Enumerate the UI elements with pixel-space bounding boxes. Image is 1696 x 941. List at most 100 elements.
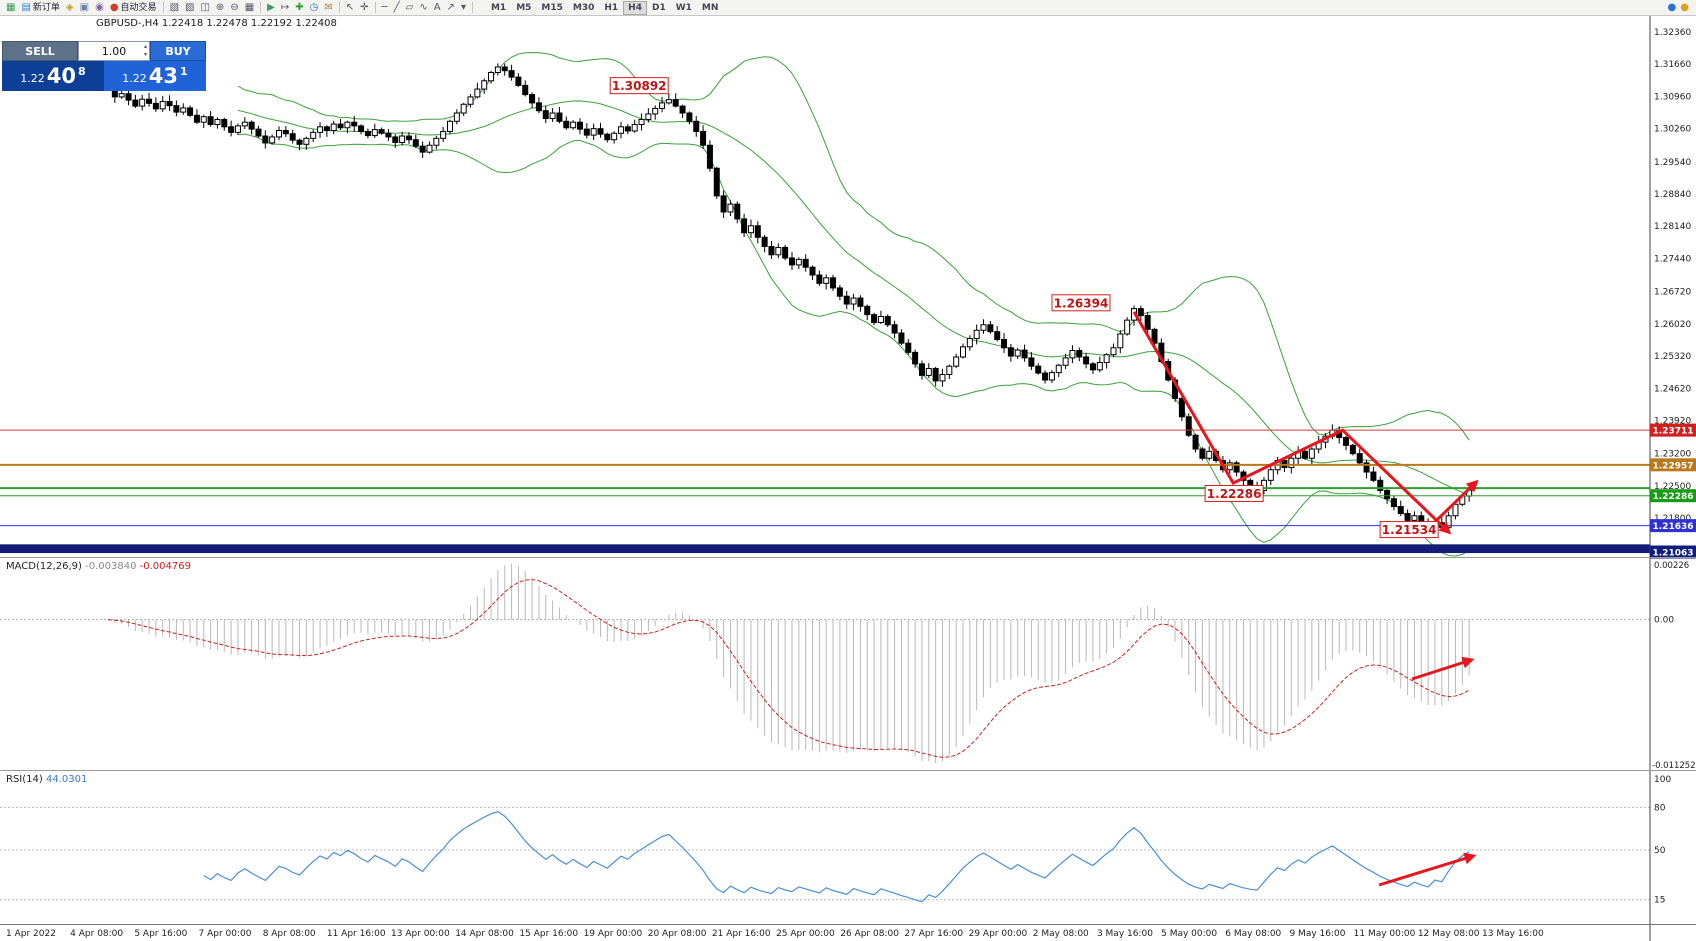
horizontal-line-icon[interactable]: ─ [379,1,391,15]
main-toolbar: ▦ ▤ 新订单 ◈ ▣ ◉ ● 自动交易 ▧ ▨ ◫ ⊕ ⊖ ▦ ▶ ↦ ✚ ◷ ✉ ↖ ✛ ─ ╱ ▱ ∿ A ↗ ▾ M1 M5 M1… [0,0,1696,16]
one-click-row-prices: 1.22 40 8 1.22 43 1 [2,61,206,91]
charts-grid-icon[interactable]: ▦ [3,1,18,15]
arrows-tool-icon[interactable]: ↗ [444,1,458,15]
timeframe-h4-button[interactable]: H4 [623,0,647,15]
autotrade-button-label: 自动交易 [120,2,157,13]
rsi-indicator-label: RSI(14) 44.0301 [6,774,87,785]
trendline-icon[interactable]: ╱ [391,1,403,15]
add-indicator-icon[interactable]: ✚ [292,1,306,15]
svg-text:1.21534: 1.21534 [1382,523,1437,537]
svg-text:1.32360: 1.32360 [1654,28,1691,38]
svg-text:1.30960: 1.30960 [1654,92,1691,102]
svg-text:15 Apr 16:00: 15 Apr 16:00 [519,929,578,939]
svg-text:20 Apr 08:00: 20 Apr 08:00 [648,929,707,939]
fibonacci-icon[interactable]: ∿ [416,1,430,15]
svg-text:11 Apr 16:00: 11 Apr 16:00 [327,929,386,939]
timeframe-m15-button[interactable]: M15 [536,1,567,15]
zoom-out-icon[interactable]: ⊖ [227,1,241,15]
svg-text:27 Apr 16:00: 27 Apr 16:00 [904,929,963,939]
data-window-icon[interactable]: ▣ [77,1,92,15]
cascade-windows-icon[interactable]: ▧ [167,1,182,15]
crosshair-icon[interactable]: ✛ [357,1,371,15]
timeframe-w1-button[interactable]: W1 [671,1,697,15]
sell-button[interactable]: SELL [2,41,78,61]
market-watch-icon[interactable]: ◈ [63,1,77,15]
toolbar-separator [338,2,340,13]
spinner-down-icon[interactable]: ▾ [143,51,147,58]
svg-text:1.28840: 1.28840 [1654,190,1691,200]
svg-text:1.22286: 1.22286 [1207,487,1262,501]
tile-horizontal-icon-glyph: ▨ [185,1,195,13]
navigator-icon-glyph: ◉ [95,1,104,13]
zoom-in-icon-glyph: ⊕ [215,1,225,13]
svg-text:21 Apr 16:00: 21 Apr 16:00 [712,929,771,939]
timeframe-m30-button[interactable]: M30 [568,1,599,15]
equidistant-channel-icon[interactable]: ▱ [403,1,417,15]
equidistant-channel-icon-glyph: ▱ [405,1,414,13]
new-order-button[interactable]: ▤ 新订单 [18,1,62,15]
svg-text:1.24620: 1.24620 [1654,384,1691,394]
svg-text:1.30260: 1.30260 [1654,125,1691,135]
mail-icon[interactable]: ✉ [321,1,335,15]
status-icon[interactable]: ● [1680,2,1689,13]
cascade-windows-icon-glyph: ▧ [169,1,180,13]
tile-vertical-icon[interactable]: ◫ [197,1,212,15]
periods-icon-glyph: ◷ [309,1,319,13]
svg-text:15: 15 [1654,896,1665,906]
zoom-in-icon[interactable]: ⊕ [213,1,227,15]
svg-text:14 Apr 08:00: 14 Apr 08:00 [455,929,514,939]
timeframe-m5-button[interactable]: M5 [511,1,536,15]
chart-shift-icon[interactable]: ↦ [278,1,292,15]
main-price-panel: 1.30892 1.26394 1.22286 1.21534 [0,52,1650,557]
timeframe-m1-button[interactable]: M1 [486,1,511,15]
bid-price[interactable]: 1.22 40 8 [2,61,104,91]
svg-text:1.29540: 1.29540 [1654,158,1691,168]
text-label-icon[interactable]: A [431,1,444,15]
trendline-icon-glyph: ╱ [393,1,400,13]
tools-dropdown-icon[interactable]: ▾ [458,1,469,15]
svg-text:5 May 00:00: 5 May 00:00 [1161,929,1217,939]
tile-horizontal-icon[interactable]: ▨ [182,1,197,15]
ask-price-big: 43 [148,63,179,88]
one-click-row-controls: SELL 1.00 ▴ ▾ BUY [2,41,206,61]
one-click-trading-panel: SELL 1.00 ▴ ▾ BUY 1.22 40 8 1.22 43 1 [2,41,206,91]
svg-text:1.26020: 1.26020 [1654,320,1691,330]
spinner-up-icon[interactable]: ▴ [143,43,147,50]
cursor-icon[interactable]: ↖ [343,1,357,15]
autotrade-button[interactable]: ● 自动交易 [107,1,160,15]
timeframe-d1-button[interactable]: D1 [647,1,671,15]
toolbar-separator [260,2,262,13]
volume-field[interactable]: 1.00 ▴ ▾ [78,41,150,61]
svg-text:1.22286: 1.22286 [1653,492,1694,502]
svg-text:1.26394: 1.26394 [1054,296,1109,310]
community-icon[interactable]: ● [1667,2,1677,13]
autoscroll-icon[interactable]: ▶ [264,1,278,15]
svg-text:1 Apr 2022: 1 Apr 2022 [6,929,56,939]
svg-text:1.21636: 1.21636 [1653,522,1694,532]
svg-text:1.23920: 1.23920 [1654,416,1691,426]
macd-value-signal: -0.004769 [139,561,191,572]
svg-text:7 Apr 00:00: 7 Apr 00:00 [199,929,252,939]
charts-grid-icon-glyph: ▦ [6,1,16,13]
svg-text:1.22957: 1.22957 [1653,461,1694,471]
rsi-name: RSI(14) [6,774,43,785]
navigator-icon[interactable]: ◉ [92,1,107,15]
new-order-button-glyph: ▤ [21,1,31,13]
svg-text:1.22500: 1.22500 [1654,482,1691,492]
svg-text:12 May 08:00: 12 May 08:00 [1418,929,1480,939]
tile-windows-icon[interactable]: ▦ [242,1,257,15]
svg-text:25 Apr 00:00: 25 Apr 00:00 [776,929,835,939]
cursor-icon-glyph: ↖ [345,1,355,13]
volume-spinner[interactable]: ▴ ▾ [144,43,147,59]
periods-icon[interactable]: ◷ [307,1,322,15]
timeframe-mn-button[interactable]: MN [697,1,724,15]
rsi-value: 44.0301 [45,774,88,785]
svg-text:19 Apr 00:00: 19 Apr 00:00 [584,929,643,939]
buy-button[interactable]: BUY [150,41,206,61]
svg-text:0.00226: 0.00226 [1654,561,1689,571]
timeframe-h1-button[interactable]: H1 [599,1,623,15]
toolbar-separator [471,2,473,13]
ask-price[interactable]: 1.22 43 1 [104,61,206,91]
